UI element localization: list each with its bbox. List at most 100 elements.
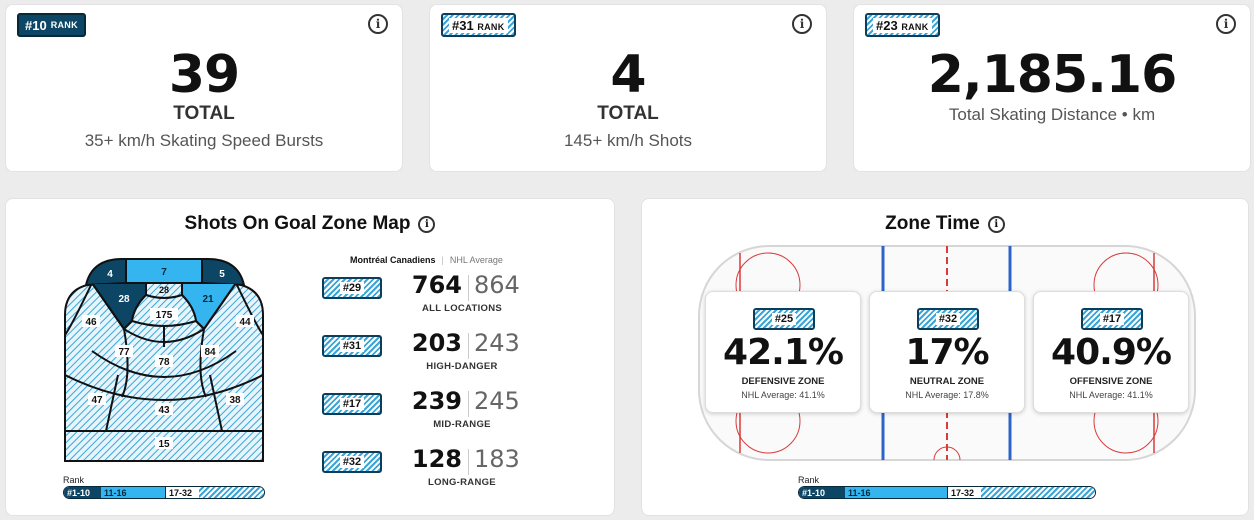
zone-label: 38 [229, 395, 241, 406]
rank-value: #31 [452, 17, 474, 33]
info-icon[interactable]: i [418, 216, 436, 233]
value-divider [468, 275, 469, 301]
zone-average: NHL Average: 41.1% [1069, 390, 1153, 400]
rank-suffix: RANK [50, 20, 78, 30]
value-divider [468, 391, 469, 417]
team-header: Montréal Canadiens [350, 255, 436, 265]
info-icon[interactable]: i [792, 14, 812, 34]
zone-label: 15 [158, 439, 170, 450]
shot-average: 243 [474, 329, 520, 357]
rank-badge: #23 RANK [865, 13, 940, 37]
zone-labels: 4 7 5 28 28 21 175 46 44 77 78 84 47 43 … [82, 267, 254, 450]
rank-value: #29 [339, 282, 365, 294]
stat-description: 145+ km/h Shots [563, 131, 693, 150]
zone-label-bg [150, 308, 178, 320]
rank-badge: #31 RANK [441, 13, 516, 37]
zone-label: 43 [158, 405, 170, 416]
zone-map-card: Shots On Goal Zone Map i [5, 198, 615, 516]
stat-description: Total Skating Distance • km [948, 105, 1156, 124]
rank-legend-bar: #1-10 11-16 17-32 [63, 486, 265, 499]
rank-suffix: RANK [901, 21, 929, 32]
zone-label: 4 [107, 269, 113, 280]
rank-value: #23 [876, 17, 898, 33]
rank-value: #31 [339, 340, 365, 352]
info-icon[interactable]: i [1216, 14, 1236, 34]
shot-row-high-danger: #31 203 243 HIGH-DANGER [322, 329, 582, 379]
zone-label: 21 [202, 294, 214, 305]
zone-map-title: Shots On Goal Zone Map [184, 213, 411, 234]
offensive-zone-card: #17 40.9% OFFENSIVE ZONE NHL Average: 41… [1033, 291, 1189, 413]
rank-value: #32 [935, 313, 961, 325]
rank-suffix: RANK [477, 21, 505, 32]
rank-segment-low: 17-32 [947, 487, 981, 498]
shot-zone-map: 4 7 5 28 28 21 175 46 44 77 78 84 47 43 … [64, 258, 264, 462]
stat-value: 39 [168, 45, 240, 105]
info-icon[interactable]: i [368, 14, 388, 34]
stat-value: 4 [610, 45, 646, 105]
zone-percentage: 17% [905, 332, 989, 373]
rank-segment-top: #1-10 [799, 487, 845, 498]
stat-total-label: TOTAL [173, 103, 235, 124]
shot-label: HIGH-DANGER [426, 361, 498, 372]
rank-value: #17 [1099, 313, 1125, 325]
stat-description: 35+ km/h Skating Speed Bursts [84, 131, 324, 150]
section-title: Zone Time i [642, 213, 1248, 235]
rank-value: #10 [25, 17, 47, 33]
shot-label: MID-RANGE [433, 419, 491, 430]
rank-segment-mid: 11-16 [845, 487, 947, 498]
rank-badge: #31 [322, 335, 382, 357]
rank-badge: #17 [322, 393, 382, 415]
column-headers: Montréal Canadiens | NHL Average [350, 255, 503, 265]
rank-legend: Rank #1-10 11-16 17-32 [63, 475, 265, 499]
zone-time-card: Zone Time i #25 42.1% DEFENSIVE ZONE NHL … [641, 198, 1249, 516]
shot-average: 864 [474, 271, 520, 299]
rank-badge: #17 [1081, 308, 1143, 330]
shot-value: 764 [411, 271, 462, 299]
zone-name: OFFENSIVE ZONE [1069, 376, 1153, 387]
shot-label: LONG-RANGE [428, 477, 496, 488]
rank-legend-label: Rank [798, 475, 820, 485]
info-icon[interactable]: i [987, 216, 1005, 233]
shot-row-long-range: #32 128 183 LONG-RANGE [322, 445, 582, 495]
zone-average: NHL Average: 17.8% [905, 390, 989, 400]
speed-bursts-card: #10 RANK i 39 TOTAL 35+ km/h Skating Spe… [5, 4, 403, 172]
rank-badge: #25 [753, 308, 815, 330]
stat-total-label: TOTAL [597, 103, 659, 124]
value-divider [468, 449, 469, 475]
rank-badge: #10 RANK [17, 13, 86, 37]
header-divider: | [441, 255, 444, 265]
zone-name: NEUTRAL ZONE [909, 376, 985, 387]
rank-value: #17 [339, 398, 365, 410]
rank-segment-low: 17-32 [165, 487, 199, 498]
section-title: Shots On Goal Zone Map i [6, 213, 614, 235]
shot-value: 239 [411, 387, 462, 415]
zone-average: NHL Average: 41.1% [741, 390, 825, 400]
zone-label: 78 [158, 357, 170, 368]
value-divider [468, 333, 469, 359]
rank-segment-top: #1-10 [64, 487, 101, 498]
defensive-zone-card: #25 42.1% DEFENSIVE ZONE NHL Average: 41… [705, 291, 861, 413]
rank-value: #32 [339, 456, 365, 468]
zone-label: 175 [156, 310, 173, 321]
avg-header: NHL Average [449, 255, 503, 265]
rank-legend-bar: #1-10 11-16 17-32 [798, 486, 1096, 499]
shot-row-all: #29 764 864 ALL LOCATIONS [322, 271, 582, 321]
neutral-zone-card: #32 17% NEUTRAL ZONE NHL Average: 17.8% [869, 291, 1025, 413]
zone-label: 44 [239, 317, 251, 328]
rank-badge: #32 [322, 451, 382, 473]
zone-label: 28 [159, 285, 169, 295]
zone-label: 47 [91, 395, 103, 406]
zone-percentage: 42.1% [723, 332, 844, 373]
zone-label: 28 [118, 294, 130, 305]
zone-name: DEFENSIVE ZONE [741, 376, 825, 387]
stat-value: 2,185.16 [927, 45, 1178, 105]
zone-label: 5 [219, 269, 225, 280]
shot-value: 203 [411, 329, 462, 357]
rank-segment-hatch [981, 487, 1095, 498]
rank-segment-mid: 11-16 [101, 487, 165, 498]
rank-badge: #29 [322, 277, 382, 299]
rank-segment-hatch [199, 487, 264, 498]
rank-value: #25 [771, 313, 797, 325]
skating-distance-card: #23 RANK i 2,185.16 Total Skating Distan… [853, 4, 1251, 172]
zone-percentage: 40.9% [1051, 332, 1172, 373]
